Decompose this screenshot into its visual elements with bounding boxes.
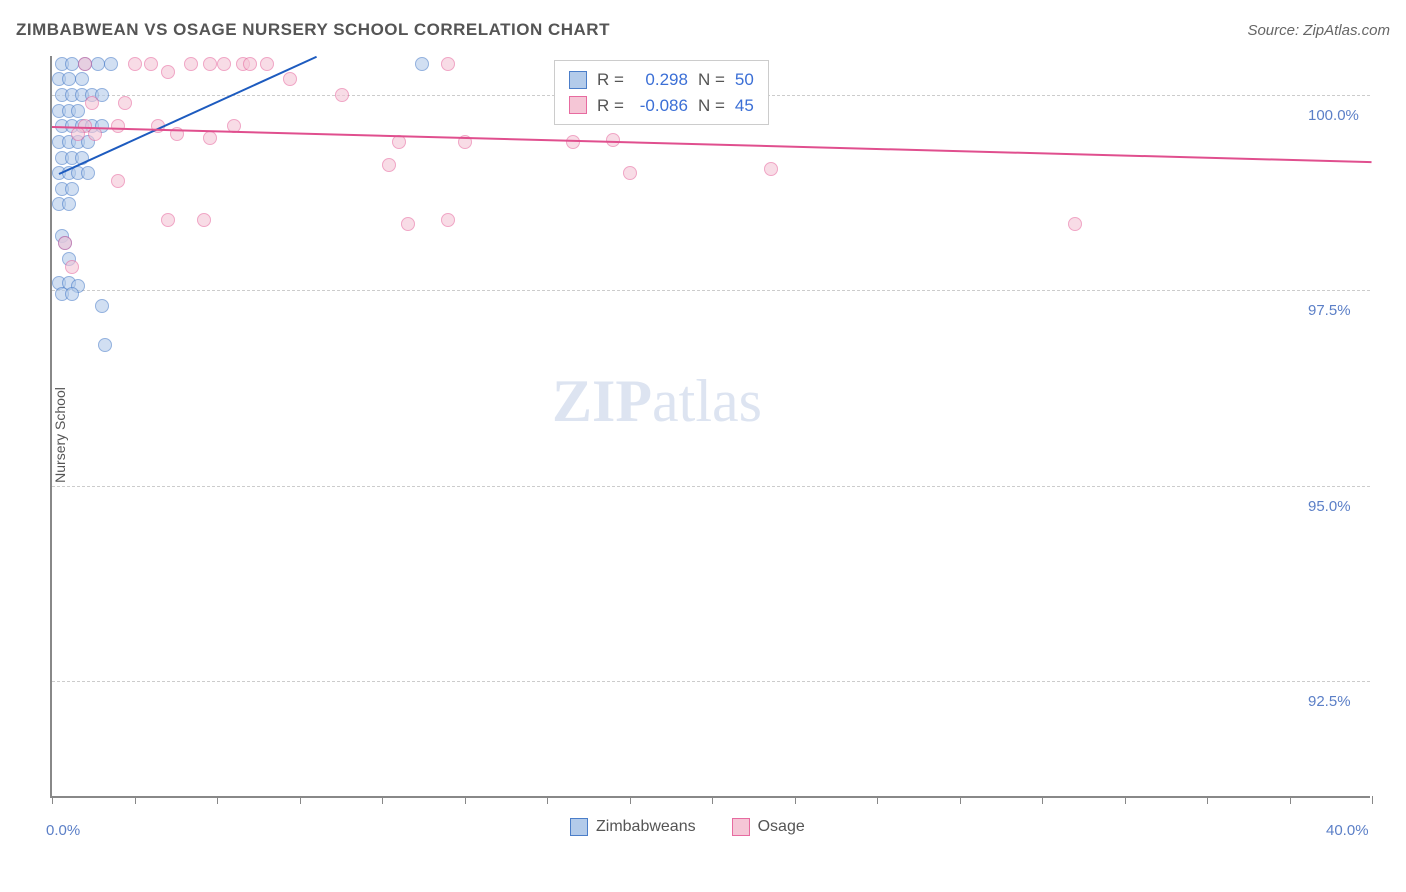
x-tick-mark xyxy=(960,796,961,804)
scatter-point xyxy=(65,182,79,196)
gridline xyxy=(52,486,1370,487)
scatter-point xyxy=(71,127,85,141)
source-text: Source: ZipAtlas.com xyxy=(1247,22,1390,39)
r-value-1: 0.298 xyxy=(634,67,688,93)
scatter-point xyxy=(623,166,637,180)
scatter-point xyxy=(75,72,89,86)
x-right-label: 40.0% xyxy=(1326,822,1369,839)
legend-row-2: R = -0.086 N = 45 xyxy=(569,93,754,119)
scatter-point xyxy=(91,57,105,71)
y-tick-label: 95.0% xyxy=(1308,498,1351,515)
x-tick-mark xyxy=(465,796,466,804)
scatter-point xyxy=(78,57,92,71)
scatter-point xyxy=(197,213,211,227)
gridline xyxy=(52,290,1370,291)
gridline xyxy=(52,681,1370,682)
scatter-point xyxy=(401,217,415,231)
scatter-point xyxy=(85,96,99,110)
trend-line xyxy=(58,56,316,175)
legend-item-2: Osage xyxy=(732,818,805,836)
scatter-point xyxy=(415,57,429,71)
n-label-2: N = xyxy=(698,93,725,119)
x-tick-mark xyxy=(712,796,713,804)
scatter-point xyxy=(62,72,76,86)
plot-area: ZIPatlas xyxy=(50,56,1370,798)
legend-item-1: Zimbabweans xyxy=(570,818,696,836)
n-value-1: 50 xyxy=(735,67,754,93)
scatter-point xyxy=(283,72,297,86)
watermark-zip: ZIP xyxy=(552,368,652,434)
scatter-point xyxy=(111,174,125,188)
y-axis-label: Nursery School xyxy=(52,387,68,483)
correlation-legend: R = 0.298 N = 50 R = -0.086 N = 45 xyxy=(554,60,769,125)
y-tick-label: 92.5% xyxy=(1308,693,1351,710)
legend-label-1: Zimbabweans xyxy=(596,818,696,836)
scatter-point xyxy=(764,162,778,176)
scatter-point xyxy=(441,57,455,71)
x-tick-mark xyxy=(1125,796,1126,804)
watermark: ZIPatlas xyxy=(552,367,762,436)
legend-label-2: Osage xyxy=(758,818,805,836)
x-tick-mark xyxy=(1042,796,1043,804)
scatter-point xyxy=(335,88,349,102)
scatter-point xyxy=(62,197,76,211)
swatch-series2 xyxy=(569,96,587,114)
n-value-2: 45 xyxy=(735,93,754,119)
scatter-point xyxy=(441,213,455,227)
r-label-2: R = xyxy=(597,93,624,119)
scatter-point xyxy=(65,287,79,301)
scatter-point xyxy=(65,260,79,274)
swatch-series1 xyxy=(569,71,587,89)
chart-title: ZIMBABWEAN VS OSAGE NURSERY SCHOOL CORRE… xyxy=(16,20,610,40)
x-tick-mark xyxy=(547,796,548,804)
scatter-point xyxy=(203,57,217,71)
x-tick-mark xyxy=(1372,796,1373,804)
scatter-point xyxy=(128,57,142,71)
scatter-point xyxy=(58,236,72,250)
scatter-point xyxy=(382,158,396,172)
legend-row-1: R = 0.298 N = 50 xyxy=(569,67,754,93)
x-tick-mark xyxy=(1207,796,1208,804)
series-legend: Zimbabweans Osage xyxy=(570,818,805,836)
scatter-point xyxy=(243,57,257,71)
scatter-point xyxy=(217,57,231,71)
y-tick-label: 97.5% xyxy=(1308,302,1351,319)
x-tick-mark xyxy=(795,796,796,804)
scatter-point xyxy=(1068,217,1082,231)
r-value-2: -0.086 xyxy=(634,93,688,119)
x-tick-mark xyxy=(217,796,218,804)
scatter-point xyxy=(203,131,217,145)
scatter-point xyxy=(98,338,112,352)
swatch-bottom-1 xyxy=(570,818,588,836)
watermark-atlas: atlas xyxy=(652,368,762,434)
scatter-point xyxy=(144,57,158,71)
scatter-point xyxy=(71,104,85,118)
scatter-point xyxy=(111,119,125,133)
x-tick-mark xyxy=(630,796,631,804)
scatter-point xyxy=(118,96,132,110)
x-tick-mark xyxy=(52,796,53,804)
scatter-point xyxy=(95,299,109,313)
n-label-1: N = xyxy=(698,67,725,93)
x-tick-mark xyxy=(1290,796,1291,804)
scatter-point xyxy=(104,57,118,71)
x-left-label: 0.0% xyxy=(46,822,80,839)
x-tick-mark xyxy=(382,796,383,804)
x-tick-mark xyxy=(300,796,301,804)
scatter-point xyxy=(184,57,198,71)
scatter-point xyxy=(260,57,274,71)
swatch-bottom-2 xyxy=(732,818,750,836)
scatter-point xyxy=(161,213,175,227)
x-tick-mark xyxy=(877,796,878,804)
scatter-point xyxy=(81,166,95,180)
scatter-point xyxy=(161,65,175,79)
scatter-point xyxy=(65,57,79,71)
x-tick-mark xyxy=(135,796,136,804)
r-label-1: R = xyxy=(597,67,624,93)
trend-line xyxy=(52,126,1372,163)
y-tick-label: 100.0% xyxy=(1308,107,1359,124)
